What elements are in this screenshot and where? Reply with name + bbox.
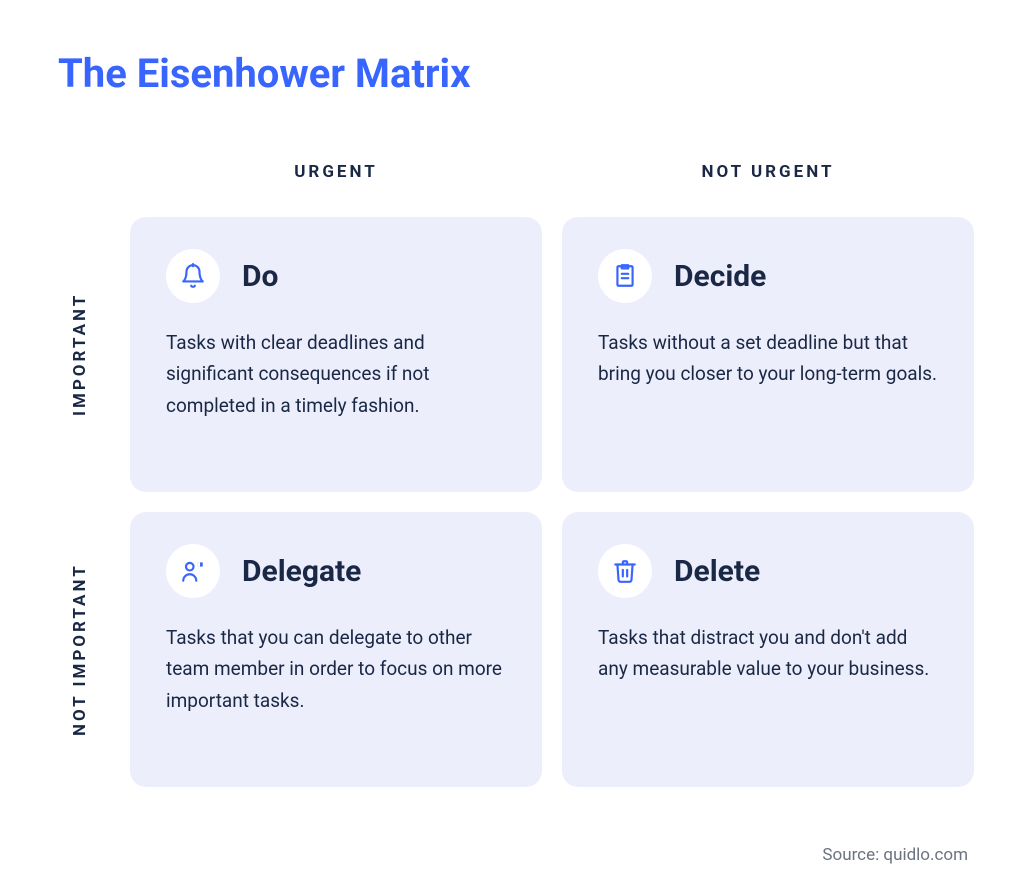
quadrant-delegate: Delegate Tasks that you can delegate to …: [130, 512, 542, 787]
page-title: The Eisenhower Matrix: [58, 50, 974, 97]
quadrant-do-desc: Tasks with clear deadlines and significa…: [166, 327, 506, 421]
quadrant-delegate-header: Delegate: [166, 544, 506, 598]
row-header-important: IMPORTANT: [50, 217, 110, 492]
bell-icon: [166, 249, 220, 303]
quadrant-decide-desc: Tasks without a set deadline but that br…: [598, 327, 938, 390]
quadrant-delete-desc: Tasks that distract you and don't add an…: [598, 622, 938, 685]
quadrant-decide-header: Decide: [598, 249, 938, 303]
quadrant-delegate-title: Delegate: [242, 554, 361, 589]
quadrant-delete: Delete Tasks that distract you and don't…: [562, 512, 974, 787]
trash-icon: [598, 544, 652, 598]
col-header-urgent: URGENT: [130, 147, 542, 197]
quadrant-delegate-desc: Tasks that you can delegate to other tea…: [166, 622, 506, 716]
person-icon: [166, 544, 220, 598]
quadrant-do: Do Tasks with clear deadlines and signif…: [130, 217, 542, 492]
row-header-not-important: NOT IMPORTANT: [50, 512, 110, 787]
quadrant-do-title: Do: [242, 259, 278, 294]
col-header-not-urgent: NOT URGENT: [562, 147, 974, 197]
matrix-grid: URGENT NOT URGENT IMPORTANT Do Tasks wit…: [50, 147, 974, 787]
clipboard-icon: [598, 249, 652, 303]
quadrant-decide-title: Decide: [674, 259, 766, 294]
quadrant-delete-header: Delete: [598, 544, 938, 598]
source-attribution: Source: quidlo.com: [822, 845, 968, 865]
quadrant-decide: Decide Tasks without a set deadline but …: [562, 217, 974, 492]
grid-corner: [50, 147, 110, 197]
quadrant-do-header: Do: [166, 249, 506, 303]
quadrant-delete-title: Delete: [674, 554, 760, 589]
